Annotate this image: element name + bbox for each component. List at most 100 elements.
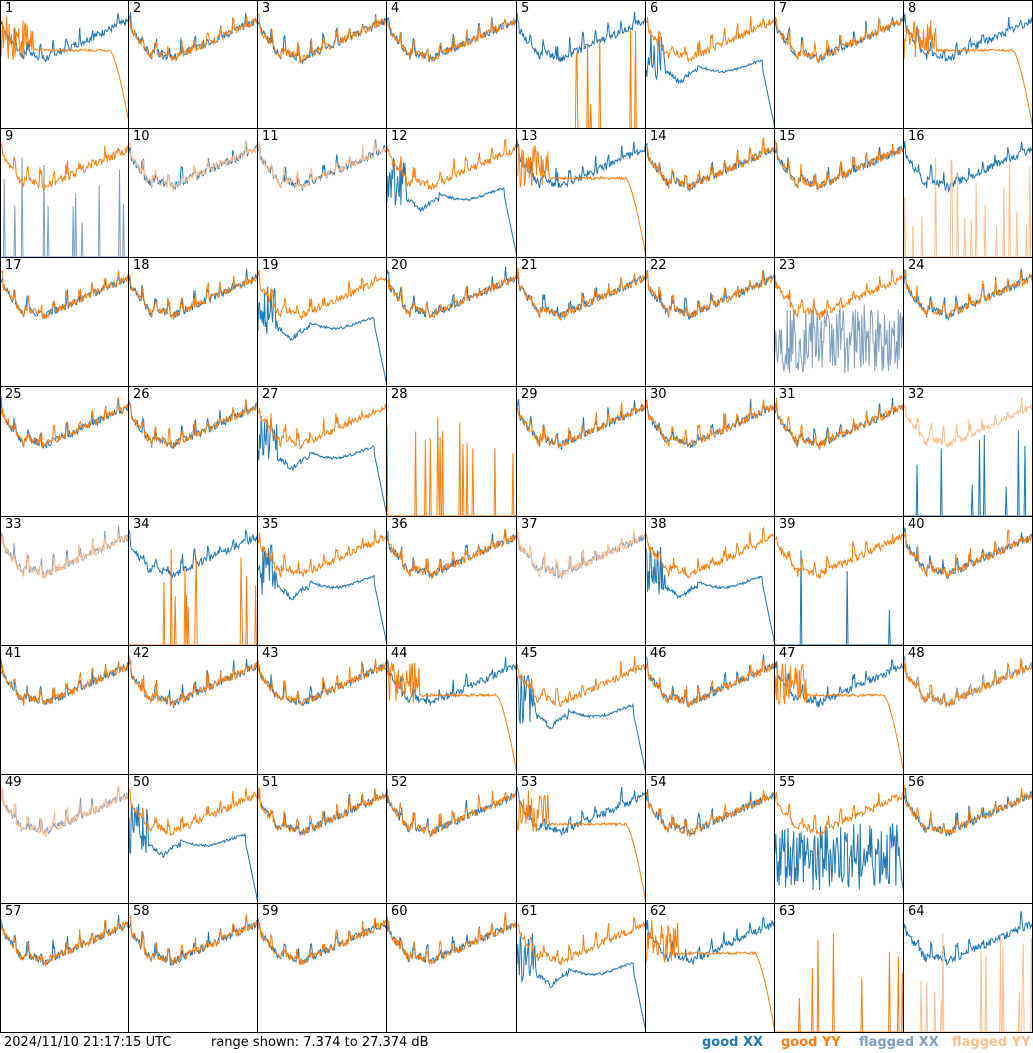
legend-good-xx: good XX — [702, 1035, 764, 1050]
panel-number: 15 — [779, 129, 796, 144]
panel-number: 44 — [391, 646, 408, 661]
xx-series-line — [387, 656, 516, 707]
antenna-panel: 61 — [517, 904, 646, 1033]
spectrum-plot — [129, 140, 257, 192]
yy-series-line — [258, 917, 386, 967]
spectrum-plot — [517, 11, 645, 128]
xx-series-line — [258, 13, 386, 65]
panel-number: 9 — [5, 129, 14, 144]
xx-series-line — [517, 786, 645, 836]
yy-series-line — [129, 787, 257, 837]
xx-series-line — [258, 788, 386, 837]
panel-number: 56 — [908, 775, 925, 790]
panel-number: 32 — [908, 387, 925, 402]
range-readout: range shown: 7.374 to 27.374 dB — [211, 1035, 429, 1050]
panel-number: 46 — [650, 646, 667, 661]
spectrum-plot — [775, 13, 903, 64]
panel-number: 55 — [779, 775, 796, 790]
antenna-panel: 18 — [129, 258, 258, 387]
panel-number: 63 — [779, 904, 796, 919]
panel-number: 38 — [650, 517, 667, 532]
xx-series-line — [904, 911, 1032, 967]
panel-number: 4 — [391, 1, 400, 16]
panel-number: 20 — [391, 258, 408, 273]
panel-number: 18 — [133, 258, 150, 273]
yy-series-line — [775, 268, 903, 321]
xx-series-line — [775, 658, 903, 708]
xx-series-line — [904, 527, 1032, 579]
yy-series-line — [1, 919, 128, 967]
yy-series-line — [517, 267, 645, 321]
spectrum-plot — [387, 266, 516, 319]
panel-number: 2 — [133, 1, 142, 16]
antenna-panel: 37 — [517, 517, 646, 646]
yy-series-line — [904, 784, 1032, 836]
antenna-panel: 58 — [129, 904, 258, 1033]
xx-series-line — [775, 16, 903, 64]
yy-series-line — [1, 141, 128, 191]
spectrum-plot — [387, 528, 516, 580]
yy-series-line — [517, 144, 645, 255]
spectrum-plot — [387, 417, 516, 516]
yy-series-line — [517, 399, 645, 450]
spectrum-plot — [517, 139, 645, 255]
spectrum-plot — [258, 403, 386, 514]
yy-series-line — [1, 533, 128, 579]
timestamp: 2024/11/10 21:17:15 UTC — [4, 1035, 172, 1050]
xx-series-line — [387, 788, 516, 837]
panel-number: 24 — [908, 258, 925, 273]
spectrum-plot — [387, 656, 516, 772]
xx-series-line — [387, 16, 516, 63]
antenna-panel: 32 — [904, 387, 1033, 517]
yy-series-line — [646, 137, 774, 193]
antenna-panel: 64 — [904, 904, 1033, 1033]
antenna-panel: 41 — [0, 646, 129, 775]
antenna-panel: 55 — [775, 775, 904, 904]
spectrum-plot — [517, 916, 645, 1030]
spectrum-plot — [646, 397, 774, 448]
xx-series-line — [258, 286, 386, 384]
yy-series-line — [387, 790, 516, 838]
footer: 2024/11/10 21:17:15 UTC range shown: 7.3… — [0, 1033, 1033, 1053]
panel-number: 17 — [5, 258, 22, 273]
spectrum-plot — [258, 917, 386, 967]
yy-series-line — [129, 399, 257, 449]
antenna-panel: 62 — [646, 904, 775, 1033]
antenna-panel: 13 — [517, 129, 646, 258]
spectrum-plot — [646, 654, 774, 708]
spectrum-plot — [387, 912, 516, 965]
spectrum-plot — [387, 788, 516, 838]
panel-number: 60 — [391, 904, 408, 919]
antenna-panel: 38 — [646, 517, 775, 646]
spectrum-plot — [775, 532, 903, 645]
panel-number: 22 — [650, 258, 667, 273]
xx-series-line — [517, 932, 645, 1030]
yy-series-line — [646, 16, 774, 62]
antenna-panel: 50 — [129, 775, 258, 904]
yy-series-line — [129, 549, 257, 645]
antenna-panel: 45 — [517, 646, 646, 775]
spectrum-plot — [904, 911, 1032, 1032]
xx-series-line — [775, 823, 903, 891]
panel-number: 54 — [650, 775, 667, 790]
antenna-panel: 5 — [517, 0, 646, 129]
panel-number: 53 — [521, 775, 538, 790]
panel-number: 33 — [5, 517, 22, 532]
spectrum-plot — [775, 658, 903, 772]
antenna-panel: 60 — [387, 904, 517, 1033]
xx-series-line — [904, 787, 1032, 837]
legend-flagged-xx: flagged XX — [859, 1035, 939, 1050]
antenna-panel: 52 — [387, 775, 517, 904]
antenna-panel: 47 — [775, 646, 904, 775]
antenna-panel: 1 — [0, 0, 129, 129]
antenna-panel: 51 — [258, 775, 387, 904]
xx-series-line — [129, 12, 257, 62]
yy-series-line — [1, 396, 128, 448]
antenna-panel: 6 — [646, 0, 775, 129]
yy-series-line — [775, 397, 903, 451]
yy-series-line — [646, 269, 774, 318]
panel-number: 39 — [779, 517, 796, 532]
yy-series-line — [387, 417, 516, 516]
spectrum-plot — [387, 138, 516, 255]
